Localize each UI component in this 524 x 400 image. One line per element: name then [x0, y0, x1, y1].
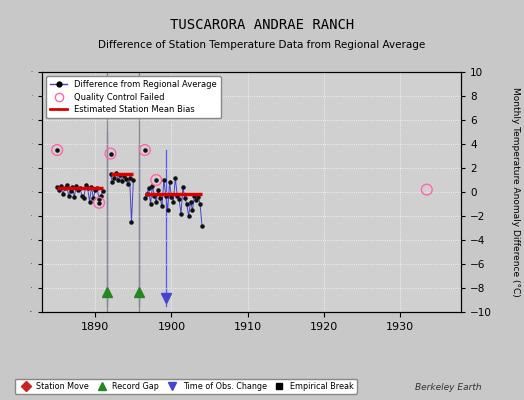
Point	[95, 200, 103, 206]
Point	[57, 183, 65, 189]
Y-axis label: Monthly Temperature Anomaly Difference (°C): Monthly Temperature Anomaly Difference (…	[511, 87, 520, 297]
Point	[85, 198, 94, 205]
Point	[143, 191, 151, 198]
Point	[156, 195, 164, 201]
Point	[88, 184, 96, 190]
Point	[182, 201, 191, 207]
Point	[179, 184, 187, 190]
Point	[62, 182, 71, 188]
Point	[99, 188, 107, 194]
Point	[187, 198, 195, 205]
Point	[167, 194, 176, 200]
Point	[163, 207, 172, 213]
Point	[140, 195, 149, 201]
Point	[72, 183, 80, 189]
Point	[97, 192, 105, 199]
Text: TUSCARORA ANDRAE RANCH: TUSCARORA ANDRAE RANCH	[170, 18, 354, 32]
Text: Berkeley Earth: Berkeley Earth	[416, 383, 482, 392]
Point	[140, 147, 149, 153]
Point	[150, 192, 159, 199]
Point	[125, 174, 134, 181]
Point	[116, 172, 124, 178]
Point	[184, 213, 193, 219]
Legend: Station Move, Record Gap, Time of Obs. Change, Empirical Break: Station Move, Record Gap, Time of Obs. C…	[15, 378, 357, 394]
Point	[145, 185, 153, 192]
Point	[188, 207, 196, 213]
Point	[118, 178, 126, 184]
Point	[93, 185, 101, 192]
Point	[158, 203, 166, 210]
Point	[166, 179, 174, 186]
Point	[122, 176, 130, 182]
Point	[83, 185, 92, 192]
Point	[106, 150, 115, 157]
Point	[67, 188, 75, 194]
Point	[196, 201, 204, 207]
Point	[59, 191, 67, 198]
Point	[91, 186, 100, 193]
Text: Difference of Station Temperature Data from Regional Average: Difference of Station Temperature Data f…	[99, 40, 425, 50]
Point	[190, 192, 199, 199]
Point	[124, 180, 132, 187]
Point	[106, 150, 115, 157]
Point	[194, 194, 202, 200]
Point	[53, 147, 61, 153]
Point	[423, 186, 431, 193]
Point	[148, 183, 157, 189]
Point	[169, 198, 178, 205]
Point	[127, 219, 136, 225]
Point	[61, 185, 69, 192]
Point	[80, 195, 88, 201]
Point	[161, 192, 170, 199]
Point	[106, 171, 115, 177]
Point	[95, 196, 103, 202]
Point	[173, 192, 181, 199]
Point	[74, 186, 82, 193]
Point	[55, 186, 63, 193]
Point	[192, 197, 201, 204]
Point	[160, 177, 168, 183]
Point	[78, 192, 86, 199]
Point	[112, 170, 121, 176]
Point	[64, 192, 73, 199]
Point	[177, 210, 185, 217]
Point	[171, 174, 180, 181]
Point	[152, 198, 160, 205]
Point	[152, 177, 160, 183]
Point	[175, 196, 183, 202]
Point	[89, 195, 97, 201]
Point	[129, 177, 138, 183]
Point	[152, 177, 160, 183]
Point	[140, 147, 149, 153]
Point	[53, 147, 61, 153]
Point	[154, 186, 162, 193]
Point	[76, 185, 84, 192]
Legend: Difference from Regional Average, Quality Control Failed, Estimated Station Mean: Difference from Regional Average, Qualit…	[46, 76, 221, 118]
Point	[114, 177, 122, 183]
Point	[70, 194, 79, 200]
Point	[110, 174, 118, 181]
Point	[95, 200, 103, 206]
Point	[198, 222, 206, 229]
Point	[146, 201, 155, 207]
Point	[181, 195, 189, 201]
Point	[68, 184, 77, 190]
Point	[53, 184, 61, 190]
Point	[108, 179, 117, 186]
Point	[82, 182, 90, 188]
Point	[119, 173, 128, 180]
